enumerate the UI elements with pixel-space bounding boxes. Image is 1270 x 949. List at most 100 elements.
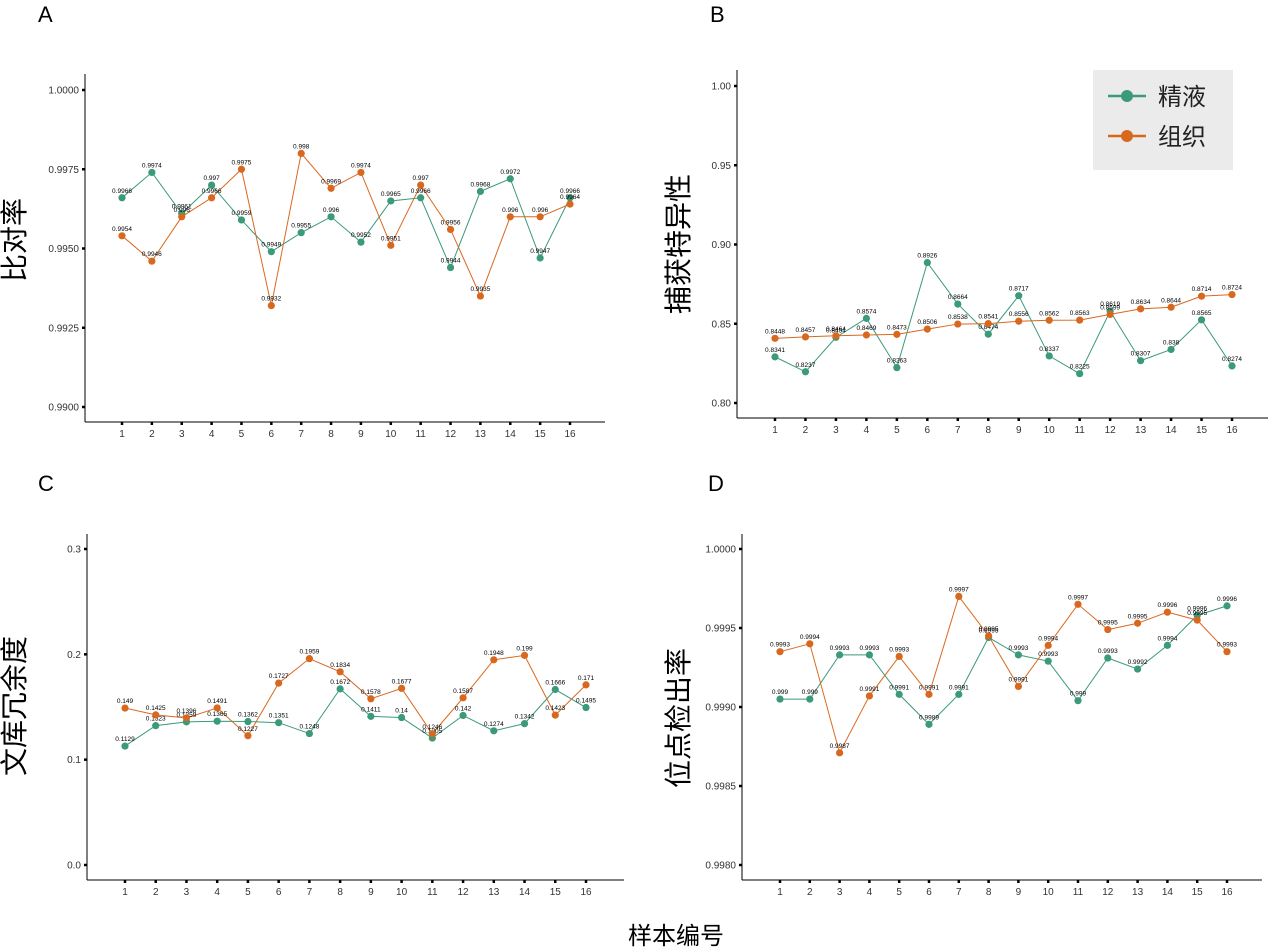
data-point-semen-b [954, 300, 962, 308]
data-label-semen-b: 0.8717 [1009, 286, 1029, 293]
data-point-tissue-b [862, 331, 871, 339]
data-point-semen-d [925, 720, 933, 728]
y-tick-label-a: 0.9950 [48, 244, 79, 255]
data-point-tissue-d [776, 648, 784, 656]
x-tick-label-d: 14 [1162, 887, 1174, 898]
data-label-tissue-b: 0.8506 [917, 319, 937, 326]
y-tick-label-b: 0.85 [712, 319, 732, 330]
data-label-tissue-c: 0.1677 [392, 678, 412, 685]
data-label-tissue-c: 0.1578 [361, 689, 381, 696]
data-point-semen-c [152, 722, 160, 730]
x-tick-label-b: 11 [1074, 425, 1085, 436]
data-label-semen-b: 0.8263 [887, 358, 907, 365]
y-axis-label-b: 捕获特异性 [662, 174, 695, 314]
data-label-tissue-a: 0.9974 [351, 162, 371, 169]
data-label-tissue-d: 0.9995 [1098, 620, 1118, 627]
x-tick-label-d: 2 [807, 887, 813, 898]
data-label-semen-d: 0.9993 [1038, 651, 1058, 658]
data-label-semen-a: 0.9966 [112, 188, 132, 195]
series-line-tissue-b [774, 294, 1233, 339]
data-point-semen-d [1044, 657, 1052, 665]
data-label-semen-b: 0.8565 [1192, 310, 1212, 317]
data-label-semen-d: 0.9996 [1217, 596, 1237, 603]
data-label-tissue-a: 0.9966 [202, 188, 222, 195]
data-label-tissue-b: 0.8464 [826, 326, 846, 333]
data-label-tissue-d: 0.9993 [770, 642, 790, 649]
data-label-semen-a: 0.9949 [261, 242, 281, 249]
data-label-semen-a: 0.9961 [172, 204, 192, 211]
data-label-tissue-b: 0.8634 [1131, 299, 1151, 306]
data-point-semen-c [582, 703, 590, 712]
data-label-semen-a: 0.9965 [381, 191, 401, 198]
data-label-tissue-c: 0.1948 [484, 650, 504, 657]
x-tick-label-d: 4 [867, 887, 873, 898]
data-point-semen-c [551, 685, 559, 694]
data-label-tissue-b: 0.8556 [1009, 311, 1029, 318]
data-point-semen-c [121, 742, 129, 750]
data-point-semen-b [1167, 345, 1175, 354]
x-tick-label-d: 8 [986, 887, 992, 898]
data-label-semen-c: 0.1666 [545, 680, 565, 687]
legend: 精液 组织 [1093, 70, 1233, 170]
chart-panel-c: 0.00.10.20.31 2 3 4 5 6 7 8 9 10 11 12 13 14 15 160.112… [67, 534, 624, 898]
x-tick-label-b: 13 [1135, 425, 1147, 436]
data-label-semen-b: 0.8337 [1039, 346, 1059, 353]
data-label-tissue-b: 0.8563 [1070, 310, 1090, 317]
data-point-semen-a [536, 254, 544, 262]
data-point-semen-d [955, 690, 963, 698]
data-point-semen-b [1228, 362, 1236, 370]
data-point-semen-d [895, 690, 903, 698]
data-point-semen-c [367, 712, 375, 720]
data-point-tissue-c [520, 651, 529, 659]
data-label-tissue-b: 0.8448 [765, 328, 785, 335]
x-axis-label: 样本编号 [628, 922, 724, 949]
x-tick-label-c: 14 [519, 887, 531, 898]
data-point-semen-b [862, 314, 871, 322]
x-tick-label-d: 6 [926, 887, 932, 898]
data-point-tissue-a [327, 184, 335, 192]
panel-letter-c: C [38, 471, 54, 496]
data-label-semen-c: 0.1274 [484, 721, 504, 728]
data-label-semen-d: 0.9991 [949, 684, 969, 691]
x-tick-label-a: 12 [445, 429, 457, 440]
data-point-tissue-a [387, 241, 395, 249]
x-tick-label-d: 10 [1043, 887, 1055, 898]
data-point-semen-a [267, 248, 275, 256]
data-point-semen-b [1076, 370, 1084, 378]
data-label-semen-b: 0.8574 [856, 308, 876, 315]
x-tick-label-b: 7 [955, 425, 961, 436]
data-point-semen-c [305, 729, 313, 738]
x-tick-label-d: 11 [1073, 887, 1084, 898]
x-tick-label-b: 8 [985, 425, 991, 436]
data-point-semen-c [336, 685, 344, 693]
data-point-tissue-b [1167, 303, 1175, 311]
data-point-tissue-d [836, 749, 844, 757]
data-label-tissue-b: 0.8473 [887, 324, 907, 331]
data-label-tissue-b: 0.8599 [1100, 304, 1120, 311]
x-tick-label-a: 7 [298, 429, 304, 440]
data-point-semen-d [1134, 665, 1142, 673]
data-point-tissue-a [536, 213, 544, 221]
data-label-tissue-b: 0.8538 [948, 314, 968, 321]
data-point-tissue-a [118, 232, 126, 240]
data-label-tissue-c: 0.1959 [299, 649, 319, 656]
y-tick-label-c: 0.3 [67, 545, 81, 556]
x-tick-label-a: 10 [385, 429, 397, 440]
data-label-tissue-a: 0.997 [413, 175, 430, 182]
data-label-semen-c: 0.1129 [115, 736, 135, 743]
legend-background [1093, 70, 1233, 170]
data-label-tissue-d: 0.9991 [919, 684, 939, 691]
data-label-tissue-c: 0.1396 [177, 708, 197, 715]
data-label-semen-c: 0.1362 [238, 712, 258, 719]
data-label-tissue-b: 0.8469 [856, 325, 876, 332]
y-tick-label-a: 0.9975 [48, 165, 79, 176]
x-tick-label-c: 12 [458, 887, 470, 898]
x-tick-label-b: 14 [1166, 425, 1178, 436]
data-point-tissue-d [925, 690, 933, 698]
x-tick-label-a: 15 [535, 429, 547, 440]
x-tick-label-d: 9 [1016, 887, 1022, 898]
y-tick-label-b: 0.90 [712, 240, 732, 251]
data-point-tissue-d [1074, 600, 1082, 608]
data-point-tissue-b [1076, 316, 1084, 324]
data-point-semen-a [118, 194, 126, 202]
